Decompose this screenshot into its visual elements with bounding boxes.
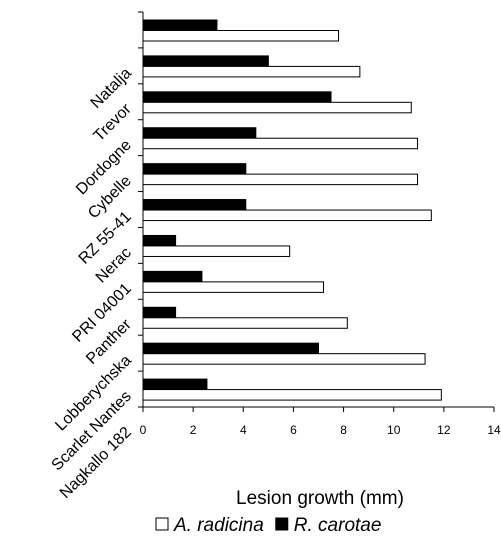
bar-a-radicina [142,245,291,257]
bar-r-carotae [142,270,203,283]
bar-r-carotae [142,199,247,211]
bar-r-carotae [142,378,208,391]
bar-r-carotae [142,306,177,319]
x-tick-label: 0 [140,423,147,437]
x-tick-label: 10 [387,423,401,437]
x-tick-label: 14 [487,423,501,437]
bar-r-carotae [142,55,269,67]
bar-r-carotae [142,19,218,31]
x-tick-label: 4 [240,423,247,437]
legend-swatch [155,517,169,531]
axes-group [138,11,494,408]
x-axis-title: Lesion growth (mm) [236,488,404,509]
bar-a-radicina [142,137,419,150]
legend-label: A. radicina [173,515,264,536]
legend-swatch [275,517,289,531]
bars-group [142,19,442,401]
bar-a-radicina [142,389,442,401]
bar-a-radicina [142,101,412,114]
bar-a-radicina [142,65,361,78]
bar-r-carotae [142,127,257,139]
legend-label: R. carotae [294,515,382,536]
bar-r-carotae [142,163,247,175]
x-ticks-group: 0 2 4 6 8 10 12 14 [140,407,501,437]
x-tick-label: 12 [437,423,451,437]
bar-a-radicina [142,30,340,42]
bar-a-radicina [142,173,419,186]
bar-a-radicina [142,353,426,365]
x-tick-label: 6 [290,423,297,437]
bar-a-radicina [142,209,432,222]
bar-a-radicina [142,281,325,293]
x-tick-label: 2 [190,423,197,437]
legend: A. radicina R. carotae [155,515,382,536]
bar-a-radicina [142,317,348,329]
category-label: Natalja [88,65,135,112]
x-tick-label: 8 [340,423,347,437]
bar-r-carotae [142,91,332,103]
bar-r-carotae [142,234,177,247]
bar-r-carotae [142,342,319,355]
